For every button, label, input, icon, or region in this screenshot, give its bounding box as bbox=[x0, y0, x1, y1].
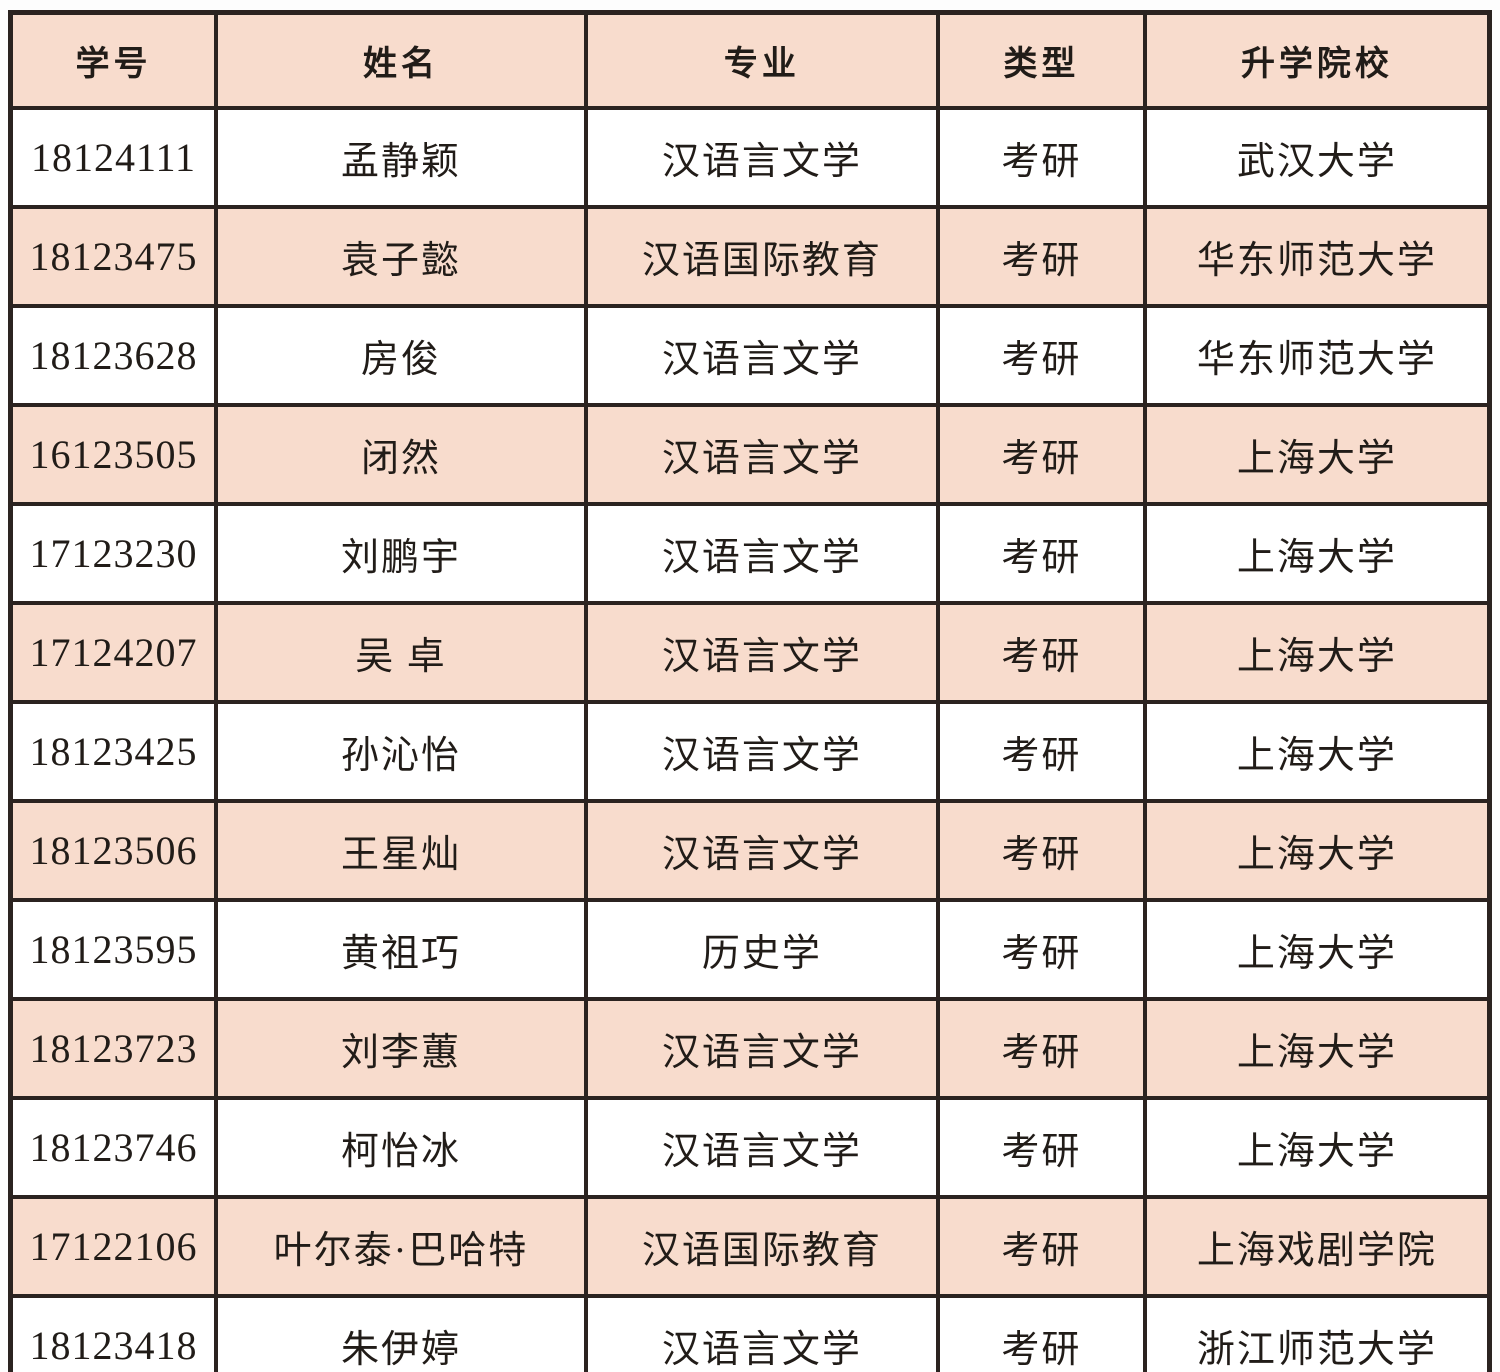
column-header-student-id: 学号 bbox=[8, 10, 219, 110]
table-row: 18123595 黄祖巧 历史学 考研 上海大学 bbox=[8, 898, 1492, 1001]
table-row: 18124111 孟静颖 汉语言文学 考研 武汉大学 bbox=[8, 106, 1492, 209]
column-header-name: 姓名 bbox=[214, 10, 588, 110]
cell-name: 柯怡冰 bbox=[214, 1096, 588, 1199]
cell-school: 武汉大学 bbox=[1142, 106, 1492, 209]
column-header-type: 类型 bbox=[935, 10, 1147, 110]
cell-major: 汉语言文学 bbox=[583, 304, 940, 407]
table-row: 18123506 王星灿 汉语言文学 考研 上海大学 bbox=[8, 799, 1492, 902]
cell-student-id: 16123505 bbox=[8, 403, 219, 506]
cell-student-id: 18123628 bbox=[8, 304, 219, 407]
cell-school: 上海大学 bbox=[1142, 997, 1492, 1100]
cell-student-id: 18123418 bbox=[8, 1294, 219, 1372]
cell-name: 吴 卓 bbox=[214, 601, 588, 704]
cell-type: 考研 bbox=[935, 898, 1147, 1001]
table-row: 17122106 叶尔泰·巴哈特 汉语国际教育 考研 上海戏剧学院 bbox=[8, 1195, 1492, 1298]
cell-major: 汉语言文学 bbox=[583, 1096, 940, 1199]
cell-name: 叶尔泰·巴哈特 bbox=[214, 1195, 588, 1298]
cell-student-id: 17123230 bbox=[8, 502, 219, 605]
cell-type: 考研 bbox=[935, 601, 1147, 704]
cell-school: 华东师范大学 bbox=[1142, 304, 1492, 407]
table-row: 18123723 刘李蕙 汉语言文学 考研 上海大学 bbox=[8, 997, 1492, 1100]
cell-type: 考研 bbox=[935, 997, 1147, 1100]
column-header-major: 专业 bbox=[583, 10, 940, 110]
cell-type: 考研 bbox=[935, 403, 1147, 506]
table-row: 18123746 柯怡冰 汉语言文学 考研 上海大学 bbox=[8, 1096, 1492, 1199]
cell-student-id: 18123746 bbox=[8, 1096, 219, 1199]
cell-student-id: 18123506 bbox=[8, 799, 219, 902]
cell-name: 闭然 bbox=[214, 403, 588, 506]
cell-type: 考研 bbox=[935, 106, 1147, 209]
cell-student-id: 18123475 bbox=[8, 205, 219, 308]
cell-type: 考研 bbox=[935, 700, 1147, 803]
cell-major: 汉语言文学 bbox=[583, 502, 940, 605]
cell-major: 汉语言文学 bbox=[583, 1294, 940, 1372]
cell-name: 黄祖巧 bbox=[214, 898, 588, 1001]
cell-school: 浙江师范大学 bbox=[1142, 1294, 1492, 1372]
cell-type: 考研 bbox=[935, 1294, 1147, 1372]
table-row: 18123475 袁子懿 汉语国际教育 考研 华东师范大学 bbox=[8, 205, 1492, 308]
cell-name: 朱伊婷 bbox=[214, 1294, 588, 1372]
cell-name: 房俊 bbox=[214, 304, 588, 407]
admissions-table: 学号 姓名 专业 类型 升学院校 18124111 孟静颖 汉语言文学 考研 武汉大学 18123… bbox=[8, 10, 1492, 1372]
cell-school: 上海大学 bbox=[1142, 403, 1492, 506]
cell-school: 华东师范大学 bbox=[1142, 205, 1492, 308]
cell-major: 汉语言文学 bbox=[583, 106, 940, 209]
table-row: 18123628 房俊 汉语言文学 考研 华东师范大学 bbox=[8, 304, 1492, 407]
cell-type: 考研 bbox=[935, 1195, 1147, 1298]
cell-major: 汉语言文学 bbox=[583, 601, 940, 704]
cell-name: 刘鹏宇 bbox=[214, 502, 588, 605]
cell-school: 上海大学 bbox=[1142, 799, 1492, 902]
cell-student-id: 18123723 bbox=[8, 997, 219, 1100]
cell-school: 上海大学 bbox=[1142, 601, 1492, 704]
column-header-school: 升学院校 bbox=[1142, 10, 1492, 110]
cell-major: 汉语国际教育 bbox=[583, 205, 940, 308]
table-body: 18124111 孟静颖 汉语言文学 考研 武汉大学 18123475 袁子懿 汉语国际教育考… bbox=[8, 106, 1492, 1372]
cell-major: 汉语言文学 bbox=[583, 799, 940, 902]
cell-student-id: 18123425 bbox=[8, 700, 219, 803]
cell-name: 孙沁怡 bbox=[214, 700, 588, 803]
table-row: 17123230 刘鹏宇 汉语言文学 考研 上海大学 bbox=[8, 502, 1492, 605]
cell-type: 考研 bbox=[935, 304, 1147, 407]
cell-school: 上海大学 bbox=[1142, 502, 1492, 605]
cell-major: 历史学 bbox=[583, 898, 940, 1001]
cell-school: 上海大学 bbox=[1142, 898, 1492, 1001]
header-row: 学号 姓名 专业 类型 升学院校 bbox=[8, 10, 1492, 110]
cell-student-id: 17124207 bbox=[8, 601, 219, 704]
cell-school: 上海戏剧学院 bbox=[1142, 1195, 1492, 1298]
cell-student-id: 17122106 bbox=[8, 1195, 219, 1298]
cell-major: 汉语言文学 bbox=[583, 700, 940, 803]
cell-name: 王星灿 bbox=[214, 799, 588, 902]
cell-type: 考研 bbox=[935, 502, 1147, 605]
cell-school: 上海大学 bbox=[1142, 700, 1492, 803]
cell-student-id: 18123595 bbox=[8, 898, 219, 1001]
table-row: 18123418 朱伊婷 汉语言文学 考研 浙江师范大学 bbox=[8, 1294, 1492, 1372]
table-row: 18123425 孙沁怡 汉语言文学 考研 上海大学 bbox=[8, 700, 1492, 803]
cell-name: 刘李蕙 bbox=[214, 997, 588, 1100]
cell-major: 汉语国际教育 bbox=[583, 1195, 940, 1298]
table-row: 16123505 闭然 汉语言文学 考研 上海大学 bbox=[8, 403, 1492, 506]
cell-student-id: 18124111 bbox=[8, 106, 219, 209]
cell-type: 考研 bbox=[935, 799, 1147, 902]
cell-name: 袁子懿 bbox=[214, 205, 588, 308]
cell-type: 考研 bbox=[935, 1096, 1147, 1199]
table-row: 17124207 吴 卓汉语言文学 考研 上海大学 bbox=[8, 601, 1492, 704]
cell-type: 考研 bbox=[935, 205, 1147, 308]
cell-major: 汉语言文学 bbox=[583, 403, 940, 506]
cell-school: 上海大学 bbox=[1142, 1096, 1492, 1199]
cell-name: 孟静颖 bbox=[214, 106, 588, 209]
cell-major: 汉语言文学 bbox=[583, 997, 940, 1100]
